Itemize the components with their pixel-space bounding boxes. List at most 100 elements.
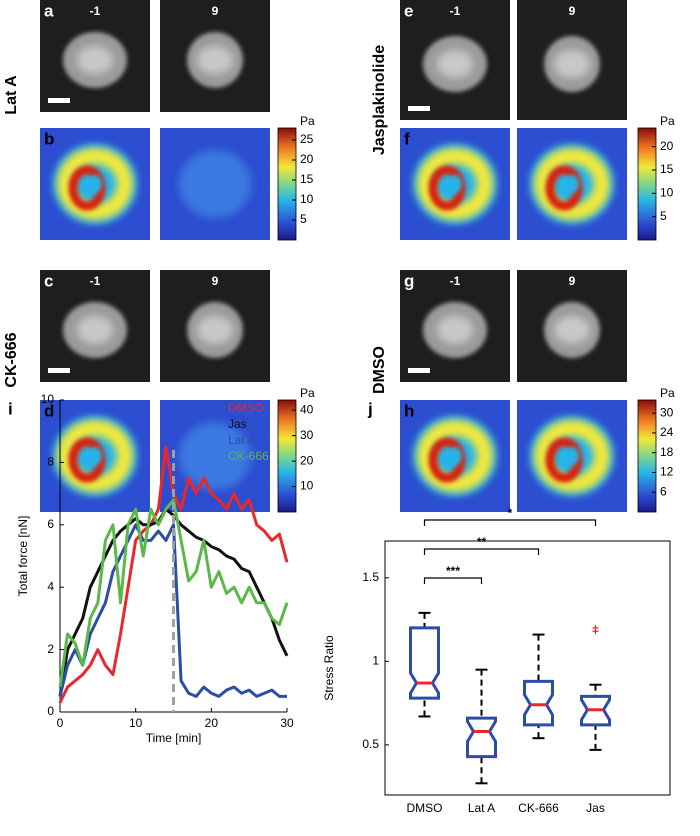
significance-label: ** [477,535,487,549]
significance-bracket [423,519,597,526]
cell-core [197,316,233,344]
colorbar-tick-label: 15 [660,162,674,176]
time-label: 9 [212,274,219,288]
scale-bar [408,106,430,111]
x-axis-label: Time [min] [146,731,202,745]
cell-core [77,46,113,74]
colorbar [277,399,297,513]
colorbar-tick-label: 6 [660,484,667,498]
x-tick-label: 0 [57,716,64,730]
time-label: -1 [90,274,101,288]
colorbar-tick-label: 15 [300,172,314,186]
data-line [58,498,289,688]
stress-center [448,447,462,465]
colorbar-tick-label: 18 [660,445,674,459]
time-label: 9 [212,4,219,18]
stress-ring [417,148,493,220]
cell-core [197,46,233,74]
y-tick-label: 10 [41,392,55,406]
scale-bar [48,98,70,103]
panel-letter: j [367,399,373,418]
stress-center [88,175,102,193]
time-label: -1 [450,4,461,18]
y-tick-label: 1.5 [362,570,379,584]
colorbar-tick-label: 12 [660,465,674,479]
stress-ring [57,420,133,492]
condition-label: DMSO [371,346,388,394]
panel-letter: b [44,129,54,148]
scale-bar [408,368,430,373]
x-tick-label: 30 [280,716,294,730]
colorbar-tick-label: 25 [300,132,314,146]
significance-label: * [508,506,513,520]
colorbar-tick-label: 30 [300,428,314,442]
y-tick-label: 8 [47,455,54,469]
stress-center [565,175,579,193]
time-label: -1 [90,4,101,18]
x-tick-label: DMSO [407,801,443,815]
cell-core [437,316,473,344]
colorbar-unit: Pa [660,114,675,128]
stress-center [448,175,462,193]
x-tick-label: 20 [205,716,219,730]
colorbar-tick-label: 40 [300,402,314,416]
panel-letter: g [404,271,414,290]
panel-letter: a [44,1,54,20]
y-axis-label: Total force [nN] [16,516,30,597]
colorbar-tick-label: 20 [300,453,314,467]
colorbar-tick-label: 5 [300,212,307,226]
scale-bar [48,368,70,373]
y-axis-label: Stress Ratio [322,635,336,701]
panel-letter: h [404,401,414,420]
colorbar-unit: Pa [300,114,315,128]
condition-label: Jasplakinolide [371,45,388,155]
x-tick-label: CK-666 [518,801,559,815]
time-label: -1 [450,274,461,288]
significance-label: *** [446,564,460,578]
y-tick-label: 4 [47,579,54,593]
stress-center [565,447,579,465]
legend-entry: Lat A [228,433,255,447]
cell-core [77,316,113,344]
legend-entry: DMSO [228,401,264,415]
legend-entry: Jas [228,417,247,431]
plot-frame [384,540,671,796]
stress-low [179,150,251,218]
box [466,716,497,759]
stress-ring [57,148,133,220]
condition-label: CK-666 [3,332,20,387]
y-tick-label: 6 [47,517,54,531]
time-label: 9 [569,274,576,288]
box [409,626,440,700]
x-tick-label: 10 [129,716,143,730]
colorbar-tick-label: 20 [660,139,674,153]
colorbar-tick-label: 10 [660,186,674,200]
legend-entry: CK-666 [228,449,269,463]
x-tick-label: Jas [586,801,605,815]
box [523,679,554,727]
panel-letter: e [404,1,413,20]
y-tick-label: 2 [47,642,54,656]
panel-letter: f [404,129,410,148]
colorbar-tick-label: 20 [300,152,314,166]
y-tick-label: 0 [47,704,54,718]
panel-letter: d [44,401,54,420]
stress-ring [417,420,493,492]
data-line [58,523,287,698]
panel-letter: i [8,399,13,418]
cell-core [554,316,590,344]
condition-label: Lat A [3,75,20,115]
colorbar-tick-label: 24 [660,425,674,439]
y-tick-label: 1 [372,653,379,667]
stress-low [179,422,251,490]
colorbar-unit: Pa [300,386,315,400]
colorbar-tick-label: 10 [300,479,314,493]
colorbar-tick-label: 30 [660,405,674,419]
colorbar [277,127,297,241]
stress-center [88,447,102,465]
colorbar-tick-label: 5 [660,209,667,223]
cell-core [554,50,590,78]
y-tick-label: 0.5 [362,737,379,751]
stress-ring [534,148,610,220]
